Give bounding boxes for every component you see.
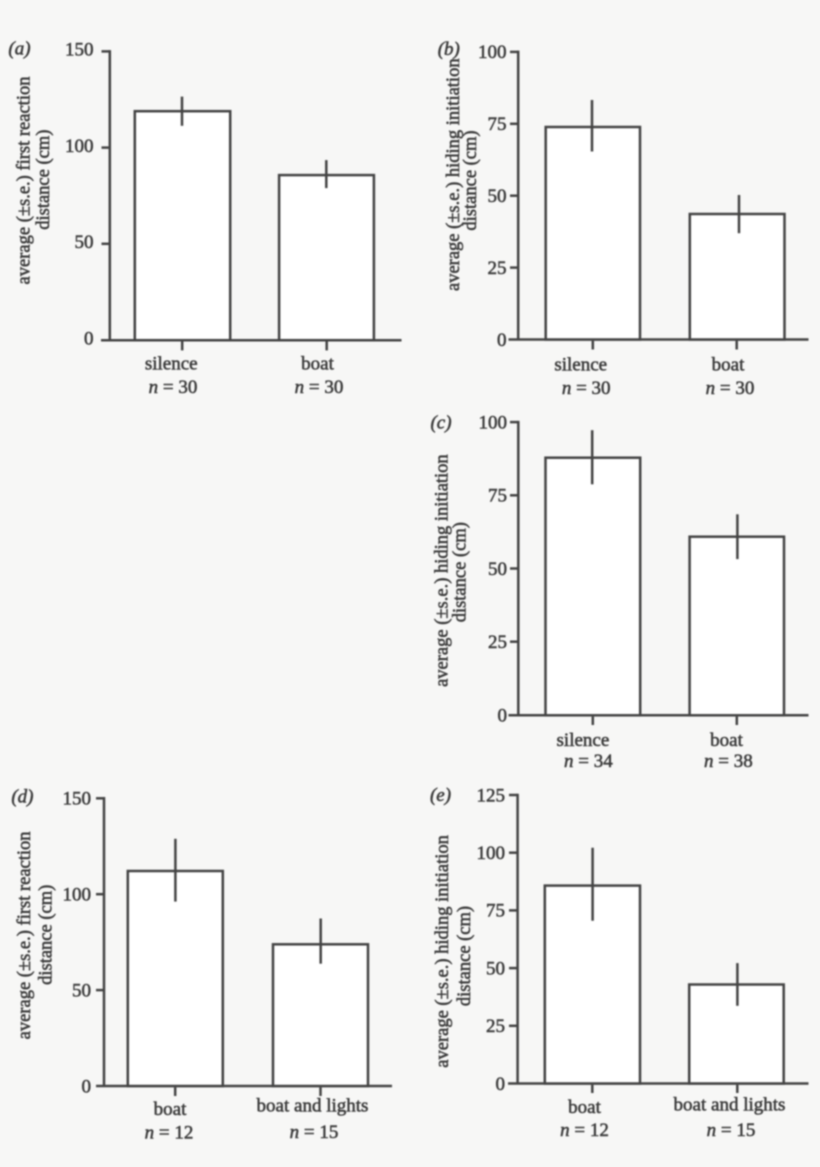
svg-text:average (±s.e.) first reaction: average (±s.e.) first reaction — [15, 831, 35, 1039]
svg-text:n = 15: n = 15 — [290, 1122, 339, 1143]
svg-text:distance (cm): distance (cm) — [37, 885, 57, 985]
svg-text:100: 100 — [477, 843, 506, 864]
svg-text:50: 50 — [488, 186, 507, 207]
svg-text:100: 100 — [65, 136, 94, 157]
svg-text:75: 75 — [488, 114, 507, 135]
svg-text:n = 30: n = 30 — [562, 378, 611, 399]
svg-text:75: 75 — [486, 901, 505, 922]
svg-text:n = 34: n = 34 — [564, 751, 613, 772]
svg-text:100: 100 — [63, 884, 92, 905]
svg-text:25: 25 — [486, 1016, 505, 1037]
svg-text:0: 0 — [84, 328, 94, 349]
svg-text:n = 38: n = 38 — [704, 751, 753, 772]
svg-text:silence: silence — [145, 353, 198, 374]
svg-text:150: 150 — [65, 40, 94, 61]
svg-text:(e): (e) — [430, 785, 451, 806]
svg-text:n = 12: n = 12 — [145, 1122, 194, 1143]
svg-text:0: 0 — [496, 1074, 506, 1095]
svg-text:150: 150 — [63, 789, 92, 810]
svg-text:silence: silence — [554, 354, 607, 375]
svg-text:distance (cm): distance (cm) — [451, 522, 471, 622]
svg-text:(c): (c) — [430, 413, 451, 434]
svg-text:50: 50 — [488, 559, 507, 580]
svg-text:(d): (d) — [11, 787, 33, 808]
svg-text:boat: boat — [301, 353, 334, 374]
svg-text:(a): (a) — [8, 39, 30, 60]
svg-text:boat: boat — [568, 1097, 601, 1118]
svg-text:n = 30: n = 30 — [706, 378, 755, 399]
svg-text:0: 0 — [82, 1076, 92, 1097]
svg-text:boat and lights: boat and lights — [257, 1096, 369, 1117]
svg-text:average (±s.e.) first reaction: average (±s.e.) first reaction — [15, 77, 35, 285]
svg-text:n = 15: n = 15 — [707, 1120, 756, 1141]
svg-text:boat and lights: boat and lights — [674, 1095, 786, 1116]
svg-text:50: 50 — [72, 980, 91, 1001]
svg-text:0: 0 — [498, 706, 508, 727]
svg-text:distance (cm): distance (cm) — [461, 130, 481, 230]
svg-text:50: 50 — [486, 958, 505, 979]
svg-text:boat: boat — [712, 354, 745, 375]
svg-text:25: 25 — [488, 632, 507, 653]
svg-text:silence: silence — [557, 730, 610, 751]
svg-text:n = 12: n = 12 — [560, 1120, 609, 1141]
svg-text:125: 125 — [477, 785, 506, 806]
svg-text:boat: boat — [154, 1099, 187, 1120]
svg-text:average (±s.e.) hiding initiat: average (±s.e.) hiding initiation — [444, 58, 464, 291]
svg-text:100: 100 — [478, 42, 507, 63]
svg-text:boat: boat — [710, 730, 743, 751]
svg-text:25: 25 — [488, 258, 507, 279]
svg-text:75: 75 — [488, 486, 507, 507]
svg-text:distance (cm): distance (cm) — [34, 130, 54, 230]
svg-text:(b): (b) — [438, 39, 460, 60]
svg-text:average (±s.e.) hiding initiat: average (±s.e.) hiding initiation — [433, 835, 453, 1068]
svg-text:distance (cm): distance (cm) — [455, 906, 475, 1006]
svg-text:n = 30: n = 30 — [295, 377, 344, 398]
svg-text:50: 50 — [75, 232, 94, 253]
svg-text:n = 30: n = 30 — [149, 377, 198, 398]
svg-text:100: 100 — [479, 412, 508, 433]
svg-text:0: 0 — [497, 330, 507, 351]
svg-text:average (±s.e.) hiding initiat: average (±s.e.) hiding initiation — [433, 454, 453, 687]
